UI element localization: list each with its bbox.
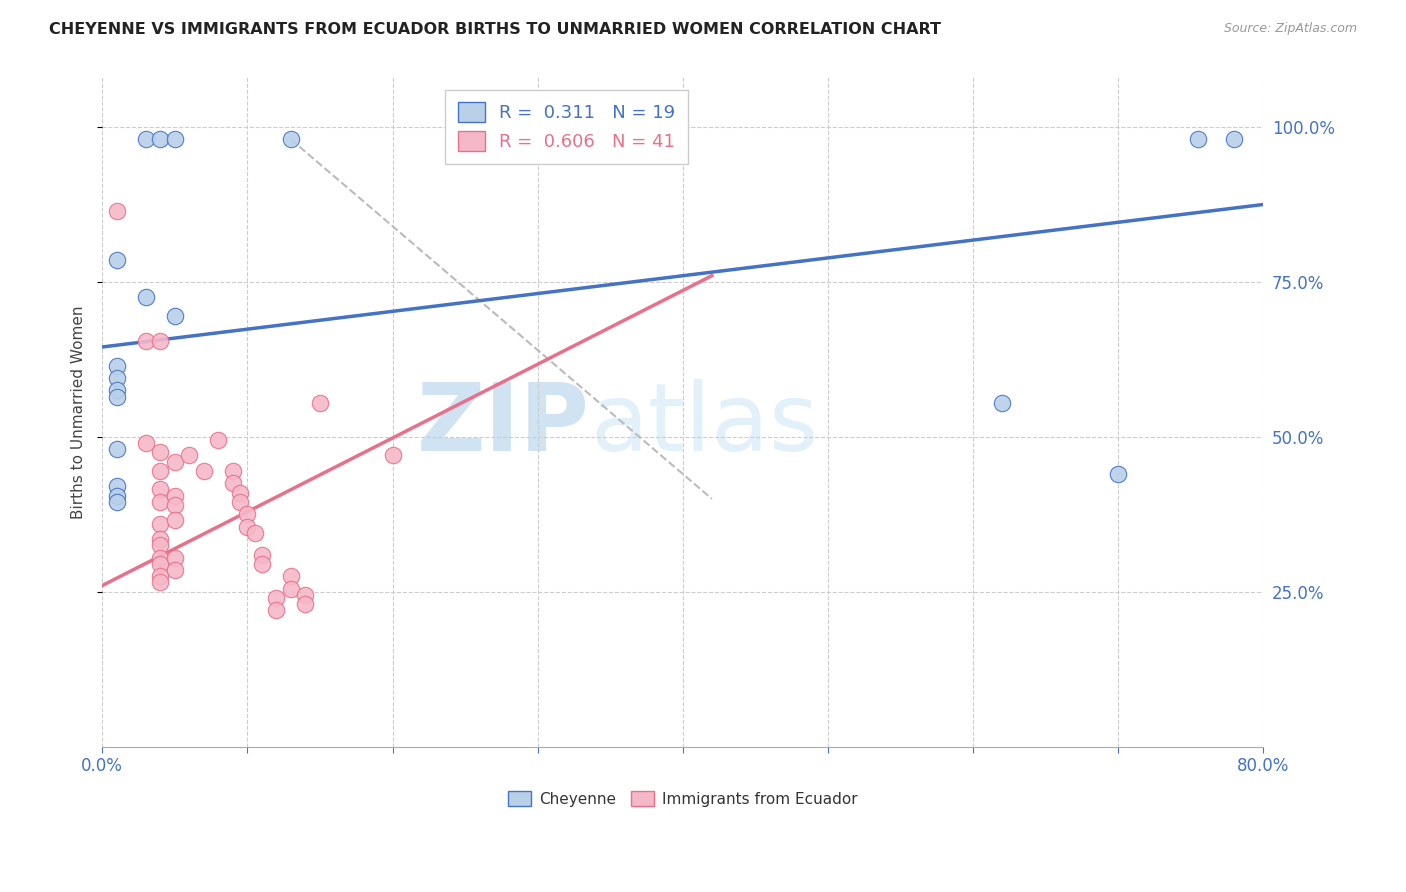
Point <box>105 384 128 398</box>
Text: ZIP: ZIP <box>418 379 591 472</box>
Point <box>149 445 172 459</box>
Point <box>149 532 172 546</box>
Point <box>135 132 157 146</box>
Point <box>135 436 157 450</box>
Text: CHEYENNE VS IMMIGRANTS FROM ECUADOR BIRTHS TO UNMARRIED WOMEN CORRELATION CHART: CHEYENNE VS IMMIGRANTS FROM ECUADOR BIRT… <box>49 22 941 37</box>
Point <box>105 203 128 218</box>
Point <box>1187 132 1209 146</box>
Point <box>236 519 259 533</box>
Point <box>294 588 316 602</box>
Y-axis label: Births to Unmarried Women: Births to Unmarried Women <box>72 305 86 519</box>
Point <box>266 591 288 605</box>
Point <box>266 603 288 617</box>
Point <box>243 525 266 540</box>
Point <box>163 309 186 323</box>
Point <box>163 489 186 503</box>
Point <box>149 334 172 348</box>
Point <box>149 464 172 478</box>
Point <box>149 495 172 509</box>
Point <box>1223 132 1246 146</box>
Point <box>149 516 172 531</box>
Point <box>149 132 172 146</box>
Point <box>222 476 245 491</box>
Point <box>149 538 172 552</box>
Point <box>280 132 302 146</box>
Point <box>294 597 316 611</box>
Point <box>193 464 215 478</box>
Point <box>280 582 302 596</box>
Point <box>105 489 128 503</box>
Point <box>1107 467 1129 481</box>
Point <box>149 550 172 565</box>
Text: Source: ZipAtlas.com: Source: ZipAtlas.com <box>1223 22 1357 36</box>
Point <box>163 550 186 565</box>
Point <box>163 563 186 577</box>
Point <box>309 396 332 410</box>
Point <box>105 253 128 268</box>
Point <box>163 132 186 146</box>
Point <box>229 495 252 509</box>
Point <box>250 557 273 571</box>
Point <box>105 390 128 404</box>
Point <box>250 548 273 562</box>
Point <box>222 464 245 478</box>
Point <box>149 569 172 583</box>
Point <box>135 290 157 304</box>
Point <box>163 498 186 512</box>
Point <box>149 575 172 590</box>
Point <box>135 334 157 348</box>
Point <box>229 485 252 500</box>
Point <box>105 479 128 493</box>
Point <box>207 433 229 447</box>
Point <box>179 449 201 463</box>
Point <box>163 455 186 469</box>
Point <box>280 569 302 583</box>
Point <box>991 396 1014 410</box>
Point <box>105 442 128 457</box>
Point <box>105 359 128 373</box>
Point <box>149 557 172 571</box>
Point <box>381 449 404 463</box>
Point <box>149 483 172 497</box>
Point <box>105 371 128 385</box>
Point <box>163 513 186 527</box>
Text: atlas: atlas <box>591 379 818 472</box>
Point <box>105 495 128 509</box>
Legend: Cheyenne, Immigrants from Ecuador: Cheyenne, Immigrants from Ecuador <box>502 784 863 813</box>
Point <box>236 508 259 522</box>
